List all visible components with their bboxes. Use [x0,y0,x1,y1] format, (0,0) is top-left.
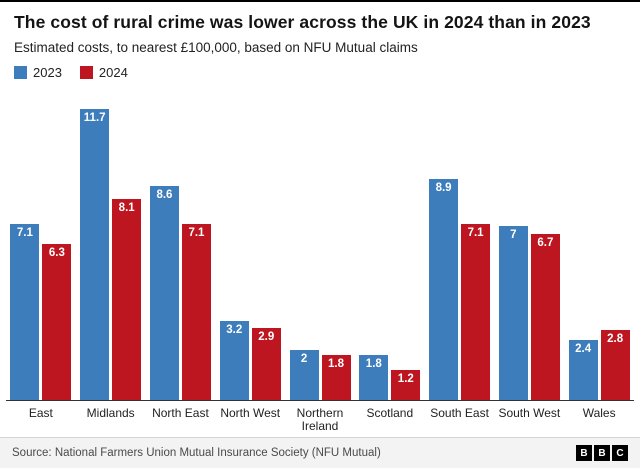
category-label-north-east: North East [152,406,209,420]
bar-value-label: 2.9 [258,330,275,343]
bar-2023-north-east: 8.6 [149,186,179,400]
bbc-logo-block: B [594,445,610,461]
bar-2023-east: 7.1 [10,223,40,400]
category-label-northern-ireland: Northern Ireland [296,406,344,433]
bar-group-south-east: 8.9 7.1 [425,102,495,400]
x-axis: East Midlands North East North West Northern… [6,400,634,437]
category-label-south-west: South West [498,406,561,420]
bar-value-label: 1.8 [328,358,345,371]
bar-value-label: 1.8 [365,358,382,371]
bar-value-label: 2 [300,353,308,366]
chart-footer: Source: National Farmers Union Mutual In… [0,437,640,468]
bar-value-label: 1.2 [397,373,414,386]
bar-group-north-east: 8.6 7.1 [146,102,216,400]
top-rule [0,0,640,2]
bar-2023-scotland: 1.8 [359,355,389,400]
chart-legend: 2023 2024 [14,65,626,80]
plot-area: 7.1 6.3 11.7 8.1 8.6 7.1 3.2 2.9 2 1.8 1.8 1.2 8.9 7.… [6,102,634,400]
bar-value-label: 11.7 [83,112,106,125]
bar-2024-south-east: 7.1 [461,223,491,400]
bar-value-label: 7 [510,229,517,242]
bar-value-label: 7.1 [188,226,205,239]
bar-2023-north-west: 3.2 [219,320,249,400]
bar-group-scotland: 1.8 1.2 [355,102,425,400]
bar-2023-wales: 2.4 [568,340,598,400]
bar-value-label: 2.4 [575,343,592,356]
bar-2024-south-west: 6.7 [530,233,560,400]
bar-2023-south-east: 8.9 [429,178,459,400]
bar-value-label: 6.7 [537,236,554,249]
bar-value-label: 7.1 [467,226,484,239]
bar-2024-north-east: 7.1 [181,223,211,400]
category-label-wales: Wales [582,406,616,420]
bar-group-midlands: 11.7 8.1 [76,102,146,400]
bar-value-label: 8.6 [156,189,173,202]
legend-swatch-2023 [14,66,27,79]
chart-header: The cost of rural crime was lower across… [0,2,640,80]
category-label-scotland: Scotland [366,406,414,420]
bar-2024-midlands: 8.1 [112,198,142,400]
bar-2024-east: 6.3 [42,243,72,400]
bar-2023-northern-ireland: 2 [289,350,319,400]
bbc-logo-block: C [612,445,628,461]
bar-group-east: 7.1 6.3 [6,102,76,400]
category-label-midlands: Midlands [86,406,135,420]
category-label-south-east: South East [430,406,489,420]
bar-value-label: 7.1 [16,226,33,239]
bar-2024-north-west: 2.9 [251,327,281,400]
bar-2023-south-west: 7 [498,226,528,400]
chart-subtitle: Estimated costs, to nearest £100,000, ba… [14,40,418,55]
bar-value-label: 8.1 [118,201,135,214]
bar-value-label: 8.9 [435,181,452,194]
bar-2023-midlands: 11.7 [80,109,110,400]
source-text: Source: National Farmers Union Mutual In… [12,447,381,459]
bar-2024-scotland: 1.2 [391,370,421,400]
legend-item-2024: 2024 [79,65,128,80]
bar-group-south-west: 7 6.7 [494,102,564,400]
bar-group-northern-ireland: 2 1.8 [285,102,355,400]
category-label-east: East [28,406,53,420]
bar-value-label: 3.2 [226,323,243,336]
bar-2024-wales: 2.8 [600,330,630,400]
bbc-logo-block: B [576,445,592,461]
chart-title: The cost of rural crime was lower across… [14,12,591,32]
chart-section: 7.1 6.3 11.7 8.1 8.6 7.1 3.2 2.9 2 1.8 1.8 1.2 8.9 7.… [0,80,640,437]
legend-swatch-2024 [79,66,93,79]
bar-value-label: 6.3 [48,246,65,259]
bar-value-label: 2.8 [607,333,624,346]
legend-label-2023: 2023 [33,65,62,80]
legend-item-2023: 2023 [14,65,62,80]
bar-group-wales: 2.4 2.8 [564,102,634,400]
bar-group-north-west: 3.2 2.9 [215,102,285,400]
legend-label-2024: 2024 [98,65,128,80]
bar-2024-northern-ireland: 1.8 [321,355,351,400]
category-label-north-west: North West [220,406,281,420]
